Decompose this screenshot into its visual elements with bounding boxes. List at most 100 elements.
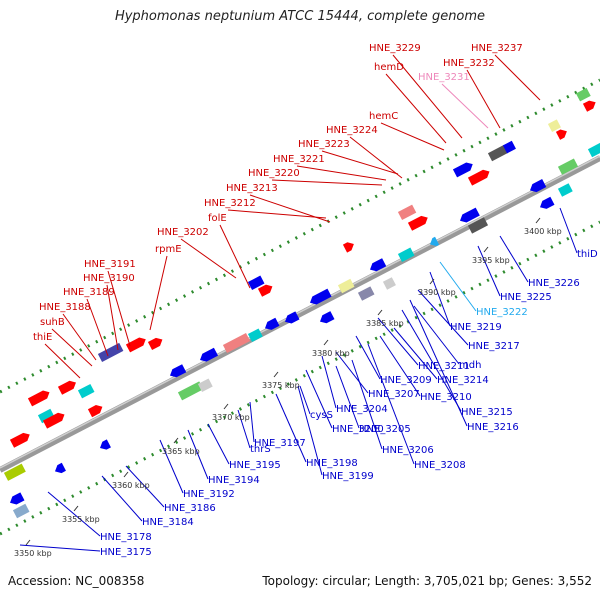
gene-upper-15: [547, 119, 561, 132]
gene-label-lower: HNE_3197: [254, 438, 306, 449]
scale-label: 3385 kbp: [366, 319, 404, 328]
gene-upper-19: [77, 383, 95, 399]
gene-mid-12: [370, 258, 387, 272]
gene-label-lower: HNE_3210: [420, 392, 472, 403]
gene-lower-11: [100, 439, 111, 450]
gene-upper-17: [575, 87, 591, 102]
gene-mid-9: [285, 311, 300, 324]
gene-label-lower: HNE_3211: [418, 361, 470, 372]
gene-label-lower: HNE_3219: [450, 322, 502, 333]
leader-lower-24: [401, 309, 462, 412]
leader-lower-2: [47, 491, 101, 537]
gene-label-lower: HNE_3208: [414, 460, 466, 471]
gene-label-lower: HNE_3214: [437, 375, 489, 386]
scale-label: 3365 kbp: [162, 447, 200, 456]
leader-lower-12: [305, 369, 333, 429]
leader-lower-9: [249, 401, 255, 443]
gene-mid-3: [87, 405, 103, 418]
gene-label-lower: HNE_3200: [332, 424, 384, 435]
gene-lower-7: [357, 286, 375, 301]
gene-lower-10: [557, 183, 573, 197]
leader-upper-11: [249, 194, 331, 223]
gene-lower-3: [55, 462, 66, 474]
scale-tick: [429, 278, 435, 285]
accession-text: Accession: NC_008358: [8, 574, 145, 588]
gene-mid-1: [9, 432, 30, 448]
scale-tick: [25, 539, 31, 546]
gene-upper-2: [57, 380, 76, 395]
leader-lower-31: [559, 207, 578, 254]
gene-label-lower: HNE_3207: [368, 389, 420, 400]
leader-lower-13: [299, 385, 311, 415]
gene-upper-5: [147, 337, 163, 350]
leader-lower-15: [335, 365, 360, 429]
gene-upper-11: [452, 162, 473, 178]
leader-lower-17: [335, 351, 369, 394]
leader-lower-7: [207, 423, 230, 465]
gene-mid-17: [530, 179, 547, 193]
gene-label-lower: HNE_3194: [208, 475, 260, 486]
scale-tick: [377, 309, 383, 316]
gene-labels: thiE suhB HNE_3188 HNE_3189 HNE_3190 HNE_3191…: [33, 43, 598, 558]
backbone-line: [0, 155, 600, 473]
gene-upper-8: [342, 242, 354, 253]
leader-lower-19: [355, 335, 381, 380]
gene-mid-10: [310, 288, 332, 305]
scale-labels: 3350 kbp 3355 kbp 3360 kbp 3365 kbp 3370 kbp…: [14, 217, 562, 558]
leader-lower-30: [499, 235, 529, 283]
gene-mid-14: [430, 236, 440, 247]
gene-label-upper: HNE_3202: [157, 227, 209, 238]
gene-label-upper: suhB: [40, 317, 65, 328]
leader-lower-21: [377, 317, 419, 366]
scale-label: 3400 kbp: [524, 227, 562, 236]
gene-label-upper: HNE_3223: [298, 139, 350, 150]
gene-label-lower: HNE_3175: [100, 547, 152, 558]
gene-mid-2: [42, 412, 65, 429]
leader-lower-8: [237, 409, 251, 449]
leader-lower-18: [367, 343, 415, 465]
leader-upper-12: [271, 179, 383, 186]
gene-upper-12: [467, 169, 490, 186]
leader-lower-14: [321, 355, 337, 409]
leader-lower-28: [439, 261, 477, 312]
gene-label-lower: HNE_3215: [461, 407, 513, 418]
gene-label-lower: HNE_3186: [164, 503, 216, 514]
leader-upper-8: [180, 238, 237, 279]
label-leader-lines: [19, 54, 578, 552]
gene-label-upper: HNE_3212: [204, 198, 256, 209]
gene-mid-8: [265, 317, 280, 330]
gene-label-lower: HNE_3204: [336, 404, 388, 415]
scale-label: 3355 kbp: [62, 515, 100, 524]
scale-tick: [123, 471, 129, 478]
leader-lower-25: [409, 299, 468, 427]
gene-label-lower: thiD: [577, 249, 598, 260]
scale-tick: [223, 403, 229, 410]
gene-label-upper: HNE_3232: [443, 58, 495, 69]
gene-label-upper: HNE_3221: [273, 154, 325, 165]
gene-label-lower: HNE_3225: [500, 292, 552, 303]
leader-upper-14: [321, 150, 399, 175]
scale-tick: [323, 339, 329, 346]
gene-upper-18: [582, 100, 596, 112]
leader-lower-5: [159, 439, 184, 494]
gene-label-upper: rpmE: [155, 244, 182, 255]
scale-tick: [273, 371, 279, 378]
gene-label-lower: cysS: [310, 410, 333, 421]
gene-label-upper: folE: [208, 213, 227, 224]
gene-label-upper: HNE_3237: [471, 43, 523, 54]
gene-label-lower: HNE_3195: [229, 460, 281, 471]
feature-layer: [3, 87, 600, 519]
gene-upper-13: [487, 144, 509, 162]
scale-label: 3395 kbp: [472, 256, 510, 265]
scale-label: 3390 kbp: [418, 288, 456, 297]
gene-mid-7: [247, 328, 263, 342]
gene-mid-11: [337, 278, 355, 294]
leader-lower-11: [297, 385, 323, 476]
gene-lower-2: [12, 503, 30, 519]
leader-lower-26: [417, 289, 469, 346]
gene-label-upper: HNE_3220: [248, 168, 300, 179]
gene-lower-4: [177, 381, 204, 401]
leader-upper-5: [106, 284, 119, 351]
gene-label-upper: hemC: [369, 111, 398, 122]
leader-upper-18: [392, 54, 463, 139]
